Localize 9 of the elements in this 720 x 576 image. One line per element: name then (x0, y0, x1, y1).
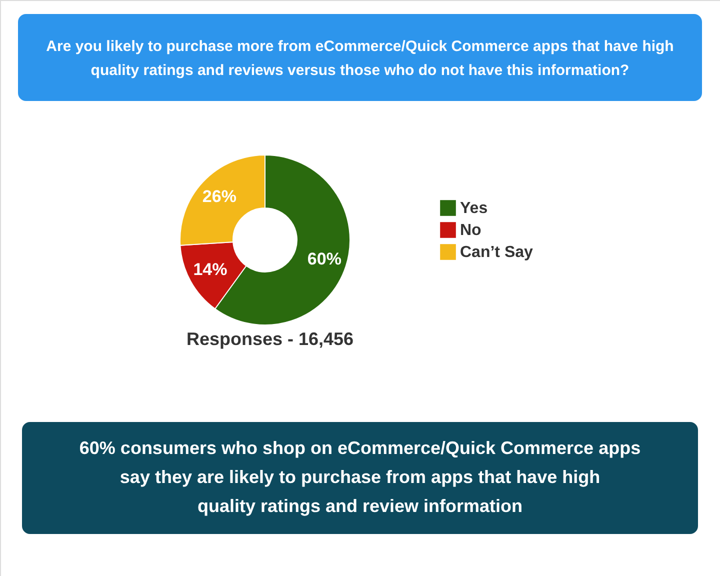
legend-label: Can’t Say (460, 244, 534, 261)
data-label: 26% (202, 187, 236, 206)
legend-label: No (460, 222, 482, 239)
chart-title: Are you likely to purchase more from eCommerce/Quick Commerce apps that have high quality ratings and reviews versus those who do not have this information? (46, 38, 674, 79)
data-label: 14% (193, 260, 228, 280)
text: Responses - 16,456 (186, 329, 354, 349)
legend-label: Yes (460, 200, 488, 217)
data-label: 60% (307, 249, 342, 268)
text: 60% consumers who shop on eCommerce/Quick Commerce apps say they are likely to purchase from apps that have high quality ratings and review information (79, 438, 641, 516)
